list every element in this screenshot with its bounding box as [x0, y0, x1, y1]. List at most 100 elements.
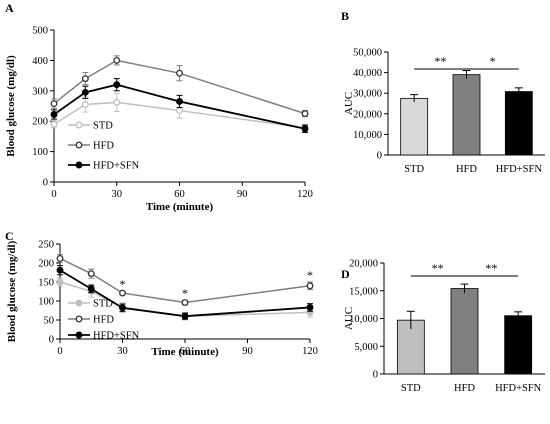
data-point: [119, 304, 126, 312]
y-tick-label: 0: [43, 178, 48, 189]
x-tick-label: 0: [51, 189, 56, 200]
legend-entry: STD: [68, 299, 113, 310]
y-tick-label: 400: [32, 56, 48, 67]
significance-label: *: [490, 54, 496, 68]
data-point: [81, 101, 89, 108]
significance-star: *: [120, 277, 126, 291]
y-tick-label: 0: [49, 335, 54, 346]
y-tick-label: 5,000: [354, 342, 378, 353]
data-point: [56, 266, 64, 274]
series-hfd-sfn: [50, 78, 309, 133]
data-point: [113, 98, 121, 106]
x-tick-label: 30: [112, 189, 123, 200]
legend-marker: [75, 315, 83, 323]
legend-marker: [75, 299, 83, 307]
legend-marker: [75, 161, 83, 169]
legend-entry: HFD: [68, 141, 114, 152]
panel-letter: B: [341, 9, 349, 23]
panel-letter: A: [5, 1, 14, 15]
x-tick-label: 90: [242, 346, 253, 357]
y-tick-label: 150: [38, 278, 54, 289]
legend-label: HFD+SFN: [93, 331, 140, 342]
legend-label: STD: [93, 299, 113, 310]
bar-std: [400, 97, 429, 156]
x-tick-label: 60: [174, 189, 185, 200]
panel-b-bar-chart: B 0 10,000 20,000 30,000 40,000 50,000 AUC STD HF…: [341, 9, 545, 175]
series-std: [50, 92, 309, 133]
bar-hfd: [450, 288, 479, 375]
legend-entry: STD: [68, 121, 113, 132]
y-tick-label: 20,000: [353, 109, 382, 120]
category-label: HFD+SFN: [496, 164, 543, 175]
data-point: [113, 81, 121, 89]
y-tick-label: 50,000: [353, 48, 382, 59]
y-axis-title: AUC: [343, 307, 355, 330]
x-axis-title: Time (minute): [146, 201, 214, 213]
data-point: [81, 88, 89, 96]
category-label: HFD: [456, 164, 477, 175]
y-tick-label: 0: [373, 370, 378, 381]
y-tick-label: 200: [32, 117, 48, 128]
data-point: [306, 304, 314, 311]
series-hfd: [50, 55, 309, 118]
data-point: [56, 254, 64, 262]
legend-label: HFD: [93, 315, 114, 326]
x-tick-label: 120: [297, 189, 313, 200]
panel-letter: D: [341, 267, 350, 281]
legend-marker: [75, 141, 83, 149]
y-tick-label: 20,000: [349, 259, 378, 270]
bar-std: [396, 319, 425, 375]
y-tick-label: 0: [377, 151, 382, 162]
data-point: [50, 120, 58, 128]
significance-star: *: [182, 286, 188, 300]
panel-c-line-chart: C 0 50 100 150 200 250 0 30 60 90 120 Time (minute) B…: [5, 229, 318, 358]
y-axis-title: Blood glucose (mg/dl): [6, 240, 18, 342]
data-point: [176, 69, 183, 77]
data-point: [176, 107, 183, 115]
y-tick-label: 50: [44, 316, 55, 327]
data-point: [81, 75, 89, 83]
data-point: [50, 100, 58, 108]
x-tick-label: 120: [302, 346, 318, 357]
y-tick-label: 250: [38, 240, 54, 251]
bar-hfd: [452, 74, 481, 156]
y-tick-label: 40,000: [353, 68, 382, 79]
legend-label: HFD+SFN: [93, 161, 140, 172]
data-point: [113, 56, 121, 64]
legend-label: HFD: [93, 141, 114, 152]
x-axis-title: Time (minute): [151, 346, 219, 358]
y-tick-label: 500: [32, 26, 48, 37]
y-tick-label: 100: [32, 147, 48, 158]
legend-label: STD: [93, 121, 113, 132]
y-tick-label: 100: [38, 297, 54, 308]
y-axis-title: AUC: [343, 92, 355, 115]
x-tick-label: 30: [117, 346, 128, 357]
data-point: [87, 285, 95, 293]
category-label: HFD: [454, 383, 475, 394]
significance-star: *: [307, 268, 313, 282]
data-point: [301, 125, 309, 133]
data-point: [119, 289, 126, 297]
series-hfd-sfn: [56, 265, 314, 320]
panel-d-bar-chart: D 0 5,000 10,000 15,000 20,000 AUC STD HFD HFD+SF…: [341, 259, 545, 394]
bar-hfd-sfn: [504, 91, 533, 156]
x-tick-label: 0: [57, 346, 62, 357]
legend-entry: HFD+SFN: [68, 161, 140, 172]
data-point: [50, 111, 58, 118]
legend-entry: HFD+SFN: [68, 331, 140, 342]
y-tick-label: 200: [38, 259, 54, 270]
data-point: [181, 299, 189, 306]
legend-marker: [75, 331, 83, 339]
data-point: [306, 282, 314, 290]
series-hfd: [56, 254, 314, 306]
data-point: [56, 278, 64, 286]
x-tick-label: 90: [237, 189, 248, 200]
data-point: [87, 270, 95, 278]
x-tick-label: 60: [180, 346, 191, 357]
data-point: [176, 97, 183, 105]
legend-entry: HFD: [68, 315, 114, 326]
y-tick-label: 15,000: [349, 286, 378, 297]
y-tick-label: 10,000: [353, 130, 382, 141]
significance-label: **: [434, 54, 446, 68]
legend-marker: [75, 121, 83, 129]
